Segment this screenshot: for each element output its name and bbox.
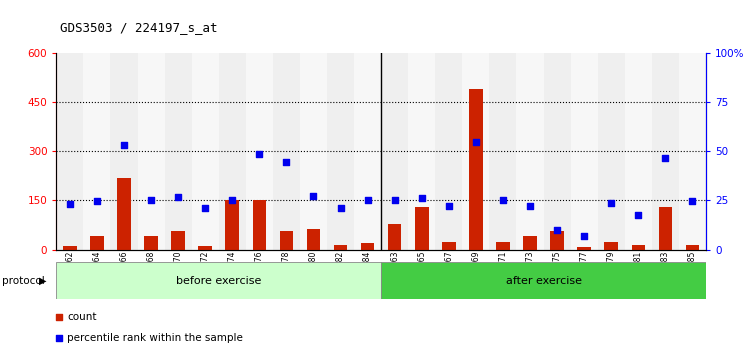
Bar (632, 245, 645, 250)
Bar (517, 53, 544, 250)
Bar (137, 53, 164, 250)
Bar (279, 230, 293, 250)
Bar (679, 53, 706, 250)
Text: GDS3503 / 224197_s_at: GDS3503 / 224197_s_at (60, 21, 218, 34)
Bar (381, 262, 706, 299)
Bar (550, 230, 564, 250)
Point (686, 198, 698, 204)
Point (145, 198, 157, 203)
Bar (652, 53, 679, 250)
Point (361, 198, 373, 203)
Bar (409, 53, 436, 250)
Point (524, 203, 536, 209)
Point (416, 196, 428, 201)
Bar (90, 236, 104, 250)
Text: ▶: ▶ (39, 275, 47, 286)
Bar (56, 53, 83, 250)
Bar (469, 89, 483, 250)
Bar (381, 53, 409, 250)
Bar (625, 53, 652, 250)
Bar (164, 53, 192, 250)
Point (255, 68, 267, 74)
Point (443, 203, 455, 209)
Bar (544, 53, 571, 250)
Bar (354, 53, 381, 250)
Bar (252, 200, 266, 250)
Point (64, 201, 76, 207)
Point (199, 205, 211, 211)
Bar (490, 53, 517, 250)
Bar (659, 207, 672, 250)
Bar (578, 247, 591, 250)
Text: percentile rank within the sample: percentile rank within the sample (67, 333, 243, 343)
Bar (219, 53, 246, 250)
Bar (436, 53, 463, 250)
Bar (306, 229, 320, 250)
Point (91, 198, 103, 204)
Point (118, 143, 130, 148)
Text: protocol: protocol (2, 275, 45, 286)
Bar (83, 53, 110, 250)
Bar (571, 53, 598, 250)
Bar (333, 245, 347, 250)
Point (632, 212, 644, 218)
Point (172, 194, 184, 199)
Point (307, 193, 319, 198)
Bar (442, 242, 456, 250)
Bar (171, 230, 185, 250)
Bar (496, 242, 510, 250)
Bar (110, 53, 137, 250)
Text: after exercise: after exercise (505, 275, 581, 286)
Bar (327, 53, 354, 250)
Bar (388, 224, 402, 250)
Bar (56, 262, 381, 299)
Text: count: count (67, 312, 97, 322)
Point (605, 200, 617, 206)
Point (255, 259, 267, 265)
Bar (523, 236, 537, 250)
Bar (463, 53, 490, 250)
Bar (192, 53, 219, 250)
Text: before exercise: before exercise (176, 275, 261, 286)
Bar (63, 246, 77, 250)
Bar (686, 245, 699, 250)
Point (470, 139, 482, 144)
Point (578, 234, 590, 239)
Point (389, 198, 401, 203)
Bar (273, 53, 300, 250)
Point (497, 198, 509, 203)
Point (226, 198, 238, 203)
Bar (246, 53, 273, 250)
Point (280, 159, 292, 165)
Bar (300, 53, 327, 250)
Bar (225, 200, 239, 250)
Bar (415, 207, 429, 250)
Bar (605, 242, 618, 250)
Bar (144, 236, 158, 250)
Bar (360, 243, 374, 250)
Point (551, 227, 563, 233)
Point (253, 151, 265, 156)
Bar (117, 178, 131, 250)
Point (334, 205, 346, 211)
Bar (598, 53, 625, 250)
Point (659, 155, 671, 161)
Bar (198, 246, 212, 250)
